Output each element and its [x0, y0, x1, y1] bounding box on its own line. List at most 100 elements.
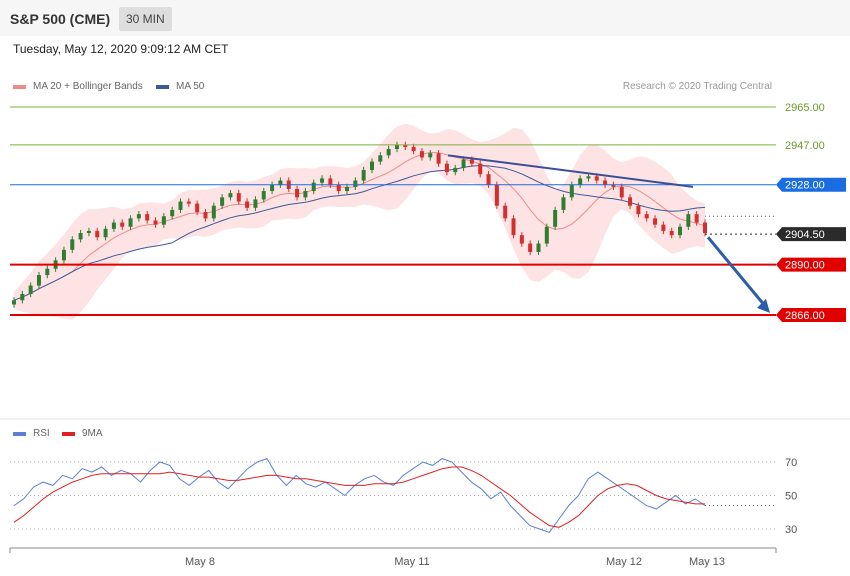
candle-body [694, 214, 699, 223]
candle-body [369, 161, 374, 171]
level-label-2904.50: 2904.50 [785, 229, 825, 241]
level-tag-2866.00 [776, 308, 846, 322]
candle-body [494, 184, 499, 206]
candle-body [61, 249, 66, 261]
candle-body [70, 239, 75, 250]
candle-body [111, 222, 116, 229]
candle-body [578, 178, 583, 185]
bollinger-band [14, 123, 705, 320]
candle-body [320, 178, 325, 183]
candle-body [253, 199, 258, 208]
candle-body [603, 180, 608, 185]
candle-body [594, 176, 599, 181]
candle-body [78, 233, 83, 240]
candle-body [128, 218, 133, 227]
level-label-2965.00: 2965.00 [785, 102, 825, 114]
candle-body [653, 218, 658, 225]
candle-body [236, 193, 241, 202]
ma20-label: MA 20 + Bollinger Bands [33, 81, 143, 92]
candle-body [436, 153, 441, 164]
candle-body [178, 201, 183, 210]
forecast-arrow-head [757, 298, 770, 313]
candle-body [461, 159, 466, 168]
chart-datetime: Tuesday, May 12, 2020 9:09:12 AM CET [13, 42, 229, 56]
candle-body [403, 144, 408, 147]
x-tick-label: May 12 [606, 556, 642, 568]
candle-body [544, 226, 549, 244]
candle-body [486, 174, 491, 185]
candle-body [170, 209, 175, 217]
candle-body [553, 209, 558, 227]
candle-body [186, 201, 191, 204]
candle-body [278, 180, 283, 185]
candle-body [519, 235, 524, 244]
candle-body [12, 300, 16, 305]
legend-ma50: MA 50 [156, 81, 204, 92]
candle-body [28, 285, 33, 294]
rsi-series-RSI [13, 457, 706, 533]
candle-body [561, 197, 566, 210]
candle-body [644, 214, 649, 219]
trendline [447, 154, 694, 188]
candle-body [528, 243, 533, 252]
rsi-tick-70: 70 [785, 457, 797, 469]
x-tick-label: May 8 [185, 556, 215, 568]
candle-body [628, 197, 633, 206]
legend-ma20: MA 20 + Bollinger Bands [13, 81, 143, 92]
legend-rsi-ma: 9MA [62, 428, 103, 439]
candle-body [511, 218, 516, 236]
candle-body [20, 293, 25, 301]
candle-body [353, 180, 358, 187]
candle-body [361, 170, 366, 181]
level-label-2928.00: 2928.00 [785, 180, 825, 192]
ma50-label: MA 50 [176, 81, 205, 92]
candle-body [136, 214, 141, 219]
candle-body [228, 193, 233, 198]
candle-body [611, 184, 616, 187]
candle-body [45, 268, 50, 276]
candle-body [619, 186, 624, 198]
ma50-swatch [156, 84, 169, 89]
level-label-2947.00: 2947.00 [785, 140, 825, 152]
ma50-line [13, 165, 706, 301]
candle-body [586, 176, 591, 179]
rsi-tick-30: 30 [785, 524, 797, 536]
candle-body [336, 184, 341, 192]
level-tag-2928.00 [776, 177, 846, 192]
candle-body [536, 243, 541, 252]
rsi-label: RSI [33, 428, 50, 439]
candle-body [145, 214, 150, 221]
candle-body [669, 230, 674, 236]
timeframe-badge[interactable]: 30 MIN [119, 7, 172, 31]
level-tag-2904.50 [776, 227, 846, 242]
rsi-ma-label: 9MA [82, 428, 103, 439]
rsi-swatch [13, 431, 26, 436]
candle-body [469, 159, 474, 164]
candle-body [195, 203, 200, 213]
candle-body [428, 153, 433, 158]
ma20-swatch [13, 84, 26, 89]
candle-body [270, 184, 275, 192]
candle-body [636, 205, 641, 215]
candle-body [345, 186, 350, 192]
chart-title: S&P 500 (CME) [10, 11, 111, 27]
candle-body [378, 155, 383, 162]
forecast-arrow-shaft [706, 236, 767, 307]
credit-text: Research © 2020 Trading Central [622, 81, 772, 92]
candle-body [444, 163, 449, 173]
rsi-tick-50: 50 [785, 491, 797, 503]
candle-body [328, 178, 333, 185]
x-tick-label: May 11 [394, 556, 429, 568]
candle-body [211, 205, 216, 219]
level-label-2866.00: 2866.00 [785, 310, 825, 322]
candle-body [478, 163, 483, 175]
candle-body [95, 230, 100, 238]
level-label-2890.00: 2890.00 [785, 260, 825, 272]
candle-body [411, 146, 416, 152]
candle-body [36, 275, 41, 286]
x-tick-label: May 13 [689, 556, 725, 568]
candle-body [161, 216, 166, 225]
candle-body [678, 226, 683, 236]
candle-body [103, 228, 108, 238]
